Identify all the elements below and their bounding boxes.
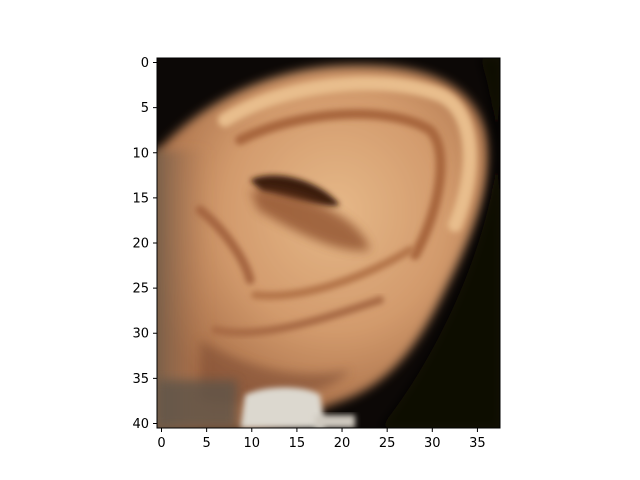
collar-strip [315, 415, 355, 428]
x-tick-label: 35 [469, 436, 486, 451]
y-axis: 0 5 10 15 20 25 30 35 40 [132, 56, 157, 432]
x-tick-label: 0 [157, 436, 165, 451]
lobe-shadow [200, 340, 350, 404]
concha-cavity [250, 175, 340, 207]
lower-fold-3 [211, 296, 384, 337]
concha-shadow [250, 190, 370, 251]
y-tick-label: 40 [132, 417, 149, 432]
y-tick-label: 5 [141, 101, 149, 116]
collar-highlight [240, 387, 325, 428]
y-tick-label: 20 [132, 237, 149, 252]
x-tick-label: 25 [379, 436, 396, 451]
x-tick-label: 30 [424, 436, 441, 451]
y-tick-label: 10 [132, 146, 149, 161]
ear-outer [157, 65, 489, 428]
y-tick-label: 35 [132, 372, 149, 387]
x-tick-label: 20 [334, 436, 351, 451]
y-tick-label: 0 [141, 56, 149, 71]
antihelix-shadow [235, 109, 446, 260]
x-tick-label: 15 [289, 436, 306, 451]
x-tick-label: 10 [244, 436, 261, 451]
lower-fold-2 [251, 246, 414, 300]
ear-image [157, 58, 500, 428]
neck-shadow [157, 380, 237, 428]
y-tick-label: 15 [132, 191, 149, 206]
y-tick-label: 30 [132, 327, 149, 342]
x-axis: 0 5 10 15 20 25 30 35 [157, 428, 486, 451]
y-tick-label: 25 [132, 282, 149, 297]
right-edge-shadow [380, 58, 500, 428]
helix-rim [218, 76, 477, 232]
lower-fold-1 [195, 205, 255, 285]
x-tick-label: 5 [203, 436, 211, 451]
